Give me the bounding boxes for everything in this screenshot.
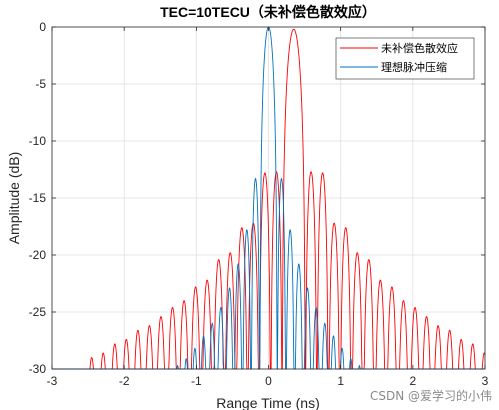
y-tick-label: -30 <box>29 362 47 376</box>
x-axis-label: Range Time (ns) <box>216 395 319 410</box>
axis-ticks: -3 -2 -1 0 1 2 30-5-10-15-20-25-30 <box>29 20 489 388</box>
watermark: CSDN @爱学习的小伟 <box>370 388 492 403</box>
y-tick-label: -5 <box>35 77 46 91</box>
x-tick-label: -1 <box>191 374 202 388</box>
legend: 未补偿色散效应 理想脉冲压缩 <box>335 37 475 80</box>
series-line-0 <box>52 28 486 370</box>
y-tick-label: 0 <box>39 20 46 34</box>
y-axis-label: Amplitude (dB) <box>6 152 22 245</box>
y-tick-label: -15 <box>29 191 47 205</box>
y-tick-label: -10 <box>29 134 47 148</box>
x-tick-label: 0 <box>265 374 272 388</box>
chart-title: TEC=10TECU（未补偿色散效应） <box>160 4 376 20</box>
x-tick-label: 3 <box>482 374 489 388</box>
legend-label-ideal: 理想脉冲压缩 <box>381 60 447 74</box>
y-tick-label: -25 <box>29 305 47 319</box>
x-tick-label: 1 <box>337 374 344 388</box>
legend-label-uncompensated: 未补偿色散效应 <box>381 41 458 55</box>
legend-box <box>335 37 475 80</box>
y-tick-label: -20 <box>29 248 47 262</box>
x-tick-label: -3 <box>47 374 58 388</box>
x-tick-label: -2 <box>119 374 130 388</box>
x-tick-label: 2 <box>409 374 416 388</box>
